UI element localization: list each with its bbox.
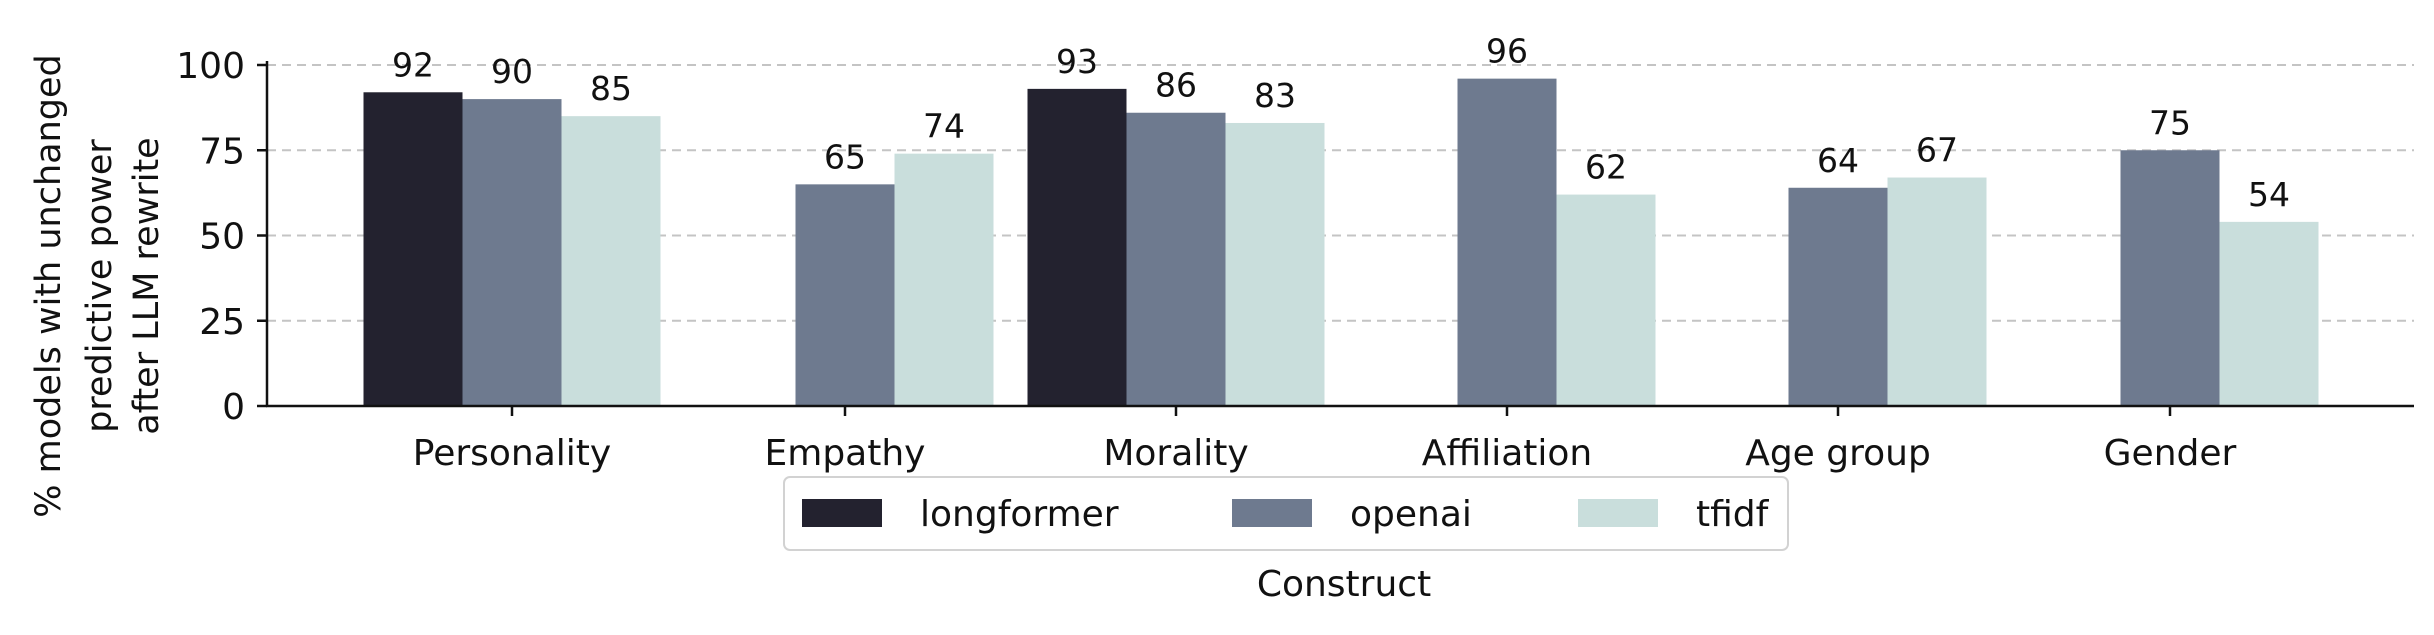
value-label-gender-openai: 75 bbox=[2149, 103, 2191, 142]
bar-age-group-tfidf bbox=[1887, 177, 1987, 406]
bar-morality-longformer bbox=[1027, 88, 1127, 407]
value-label-affiliation-tfidf: 62 bbox=[1585, 148, 1627, 187]
bar-morality-tfidf bbox=[1225, 122, 1325, 406]
x-tick-label-age-group: Age group bbox=[1745, 433, 1931, 474]
bar-empathy-tfidf bbox=[894, 153, 994, 406]
legend-swatch-openai bbox=[1232, 499, 1312, 527]
bar-personality-openai bbox=[462, 99, 562, 406]
value-label-morality-openai: 86 bbox=[1155, 66, 1197, 105]
value-label-morality-longformer: 93 bbox=[1056, 42, 1098, 81]
y-axis-label-line-3: after LLM rewrite bbox=[127, 137, 167, 434]
value-label-morality-tfidf: 83 bbox=[1254, 76, 1296, 115]
value-label-empathy-tfidf: 74 bbox=[923, 107, 965, 146]
y-tick-label-75: 75 bbox=[199, 131, 245, 172]
bar-age-group-openai bbox=[1788, 187, 1888, 406]
bar-affiliation-tfidf bbox=[1556, 194, 1656, 406]
x-tick-label-empathy: Empathy bbox=[765, 433, 926, 474]
y-tick-label-50: 50 bbox=[199, 217, 245, 258]
y-axis-label: % models with unchanged predictive power… bbox=[29, 54, 167, 518]
bar-value-labels: 92 90 85 65 74 93 86 83 96 62 64 67 75 54 bbox=[392, 32, 2290, 214]
legend: longformer openai tfidf bbox=[783, 476, 1789, 551]
bar-personality-longformer bbox=[363, 92, 463, 406]
y-axis-ticks: 0 25 50 75 100 bbox=[176, 46, 267, 428]
x-axis-ticks: Personality Empathy Morality Affiliation Age… bbox=[413, 406, 2237, 474]
bar-personality-tfidf bbox=[561, 116, 661, 407]
x-tick-label-affiliation: Affiliation bbox=[1422, 433, 1592, 474]
value-label-personality-tfidf: 85 bbox=[590, 69, 632, 108]
legend-swatch-longformer bbox=[802, 499, 882, 527]
y-tick-label-25: 25 bbox=[199, 302, 245, 343]
bar-gender-openai bbox=[2120, 150, 2220, 406]
y-tick-label-100: 100 bbox=[176, 46, 245, 87]
bar-affiliation-openai bbox=[1457, 78, 1557, 406]
value-label-personality-openai: 90 bbox=[491, 52, 533, 91]
x-axis-label: Construct bbox=[1257, 564, 1431, 605]
x-tick-label-gender: Gender bbox=[2104, 433, 2237, 474]
legend-label-longformer: longformer bbox=[920, 494, 1119, 535]
bar-morality-openai bbox=[1126, 112, 1226, 407]
value-label-gender-tfidf: 54 bbox=[2248, 175, 2290, 214]
grid-lines bbox=[267, 64, 2414, 322]
value-label-age-group-openai: 64 bbox=[1817, 141, 1859, 180]
value-label-affiliation-openai: 96 bbox=[1486, 32, 1528, 71]
legend-label-tfidf: tfidf bbox=[1696, 494, 1770, 535]
bar-empathy-openai bbox=[795, 184, 895, 406]
x-tick-label-personality: Personality bbox=[413, 433, 611, 474]
bars bbox=[363, 78, 2319, 407]
axes bbox=[265, 61, 2414, 408]
x-tick-label-morality: Morality bbox=[1103, 433, 1248, 474]
y-axis-label-line-1: % models with unchanged bbox=[29, 54, 69, 518]
value-label-personality-longformer: 92 bbox=[392, 45, 434, 84]
y-axis-label-line-2: predictive power bbox=[80, 139, 120, 433]
value-label-empathy-openai: 65 bbox=[824, 137, 866, 176]
legend-swatch-tfidf bbox=[1578, 499, 1658, 527]
value-label-age-group-tfidf: 67 bbox=[1916, 131, 1958, 170]
y-tick-label-0: 0 bbox=[222, 387, 245, 428]
bar-gender-tfidf bbox=[2219, 221, 2319, 406]
legend-label-openai: openai bbox=[1350, 494, 1472, 535]
